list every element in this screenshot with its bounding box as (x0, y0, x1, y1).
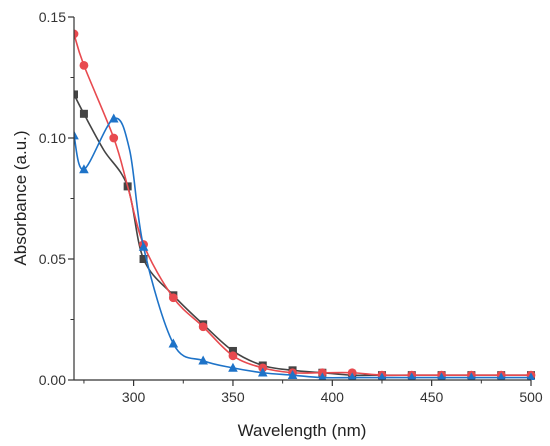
x-tick-label-400: 400 (321, 389, 345, 405)
data-point-s2-13 (407, 372, 416, 380)
data-point-s2-9 (287, 369, 298, 379)
data-point-s2-1 (79, 164, 89, 174)
data-point-s2-10 (318, 372, 327, 380)
y-tick-label-1: 0.05 (39, 251, 66, 267)
data-point-s1-1 (79, 61, 89, 70)
y-tick-label-2: 0.10 (39, 130, 66, 146)
data-point-s2-11 (348, 372, 357, 380)
data-point-s2-5 (168, 338, 179, 348)
y-tick-label-3: 0.15 (39, 9, 66, 25)
data-point-s0-7 (228, 346, 237, 355)
data-point-s0-0 (74, 90, 78, 99)
data-point-s0-4 (139, 255, 148, 263)
data-point-s2-6 (198, 355, 208, 365)
y-tick-label-0: 0.00 (39, 372, 66, 388)
data-point-s2-14 (437, 372, 446, 380)
data-point-s2-17 (526, 372, 536, 380)
data-point-s1-5 (168, 293, 178, 303)
data-point-s1-2 (109, 133, 119, 143)
data-point-s2-12 (377, 372, 387, 380)
data-point-s0-1 (79, 109, 88, 118)
series-line-1 (74, 33, 531, 377)
y-axis-title: Absorbance (a.u.) (11, 130, 30, 265)
data-point-s2-15 (467, 372, 476, 380)
x-tick-label-500: 500 (519, 389, 543, 405)
plot-area (74, 29, 536, 380)
series-line-0 (74, 94, 531, 377)
data-point-s2-16 (497, 372, 506, 380)
data-point-s1-0 (74, 29, 79, 39)
x-tick-label-450: 450 (420, 389, 444, 405)
data-point-s1-7 (228, 351, 238, 361)
x-tick-label-300: 300 (122, 389, 146, 405)
data-point-s2-2 (108, 113, 119, 123)
series-group (74, 29, 536, 380)
data-point-s1-6 (198, 322, 208, 332)
data-point-s2-8 (257, 367, 268, 377)
data-point-s2-4 (138, 241, 149, 251)
x-axis-title: Wavelength (nm) (238, 421, 367, 440)
axes: 300 350 400 450 500 0.00 0.05 0.10 0.15 (39, 9, 543, 405)
data-point-s2-7 (228, 362, 238, 372)
x-tick-label-350: 350 (221, 389, 245, 405)
data-point-s2-0 (74, 130, 79, 140)
